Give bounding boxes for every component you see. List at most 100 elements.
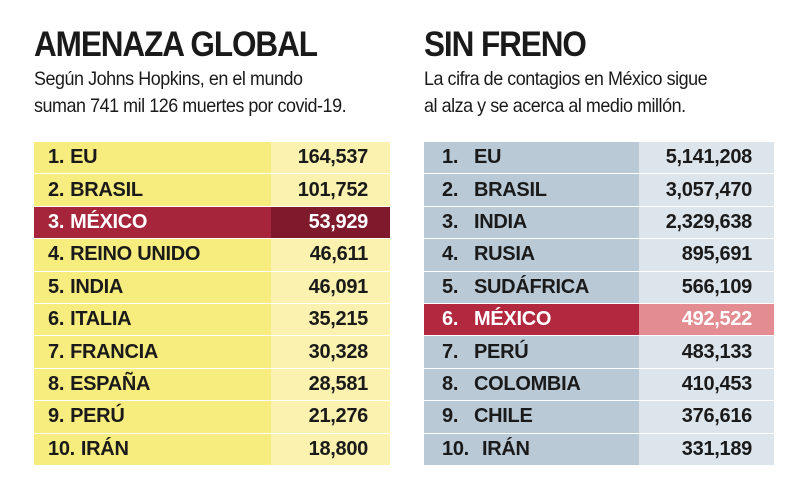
country-cell: 5. INDIA xyxy=(34,271,271,303)
rank-label: 3. xyxy=(442,210,459,233)
rank-label: 3. xyxy=(48,210,65,233)
country-label: PERÚ xyxy=(474,340,529,363)
value-cell: 3,057,470 xyxy=(639,174,774,206)
table-row: 10. IRÁN 18,800 xyxy=(34,433,390,466)
table-row: 7. FRANCIA 30,328 xyxy=(34,336,390,369)
country-label: BRASIL xyxy=(70,178,143,201)
rank-label: 2. xyxy=(442,178,459,201)
country-cell: 4. RUSIA xyxy=(424,239,639,271)
rank-label: 1. xyxy=(442,146,459,169)
table-row: 3. INDIA 2,329,638 xyxy=(424,206,774,240)
country-cell: 10. IRÁN xyxy=(424,433,639,465)
value-cell: 101,752 xyxy=(271,174,390,206)
rank-label: 5. xyxy=(442,275,459,298)
value-cell: 5,141,208 xyxy=(639,142,774,174)
country-label: ITALIA xyxy=(70,308,132,331)
table-row: 6. MÉXICO 492,522 xyxy=(424,303,774,337)
rank-label: 6. xyxy=(442,308,459,331)
rank-label: 8. xyxy=(442,372,459,395)
country-label: SUDÁFRICA xyxy=(474,275,590,298)
country-label: MÉXICO xyxy=(474,308,552,331)
country-cell: 10. IRÁN xyxy=(34,433,271,465)
rank-label: 10. xyxy=(48,437,75,460)
table-row: 5. SUDÁFRICA 566,109 xyxy=(424,271,774,304)
country-label: IRÁN xyxy=(482,437,530,460)
country-label: INDIA xyxy=(474,210,527,233)
table-row: 4. REINO UNIDO 46,611 xyxy=(34,239,390,272)
value-cell: 376,616 xyxy=(639,401,774,433)
country-label: IRÁN xyxy=(80,437,129,460)
table-row: 7. PERÚ 483,133 xyxy=(424,336,774,369)
value-cell: 492,522 xyxy=(639,303,774,336)
country-cell: 6. MÉXICO xyxy=(424,303,639,336)
value-cell: 46,091 xyxy=(271,271,390,303)
rank-label: 10. xyxy=(442,437,469,460)
value-cell: 46,611 xyxy=(271,239,390,271)
country-cell: 7. FRANCIA xyxy=(34,336,271,368)
country-cell: 8. ESPAÑA xyxy=(34,368,271,401)
cases-table: 1. EU 5,141,208 2. BRASIL 3,057,470 3. INDIA 2,3… xyxy=(424,142,774,466)
value-cell: 28,581 xyxy=(271,368,390,401)
table-row: 9. PERÚ 21,276 xyxy=(34,401,390,434)
rank-label: 2. xyxy=(48,178,65,201)
country-cell: 6. ITALIA xyxy=(34,303,271,336)
country-label: EU xyxy=(474,146,502,169)
table-row: 4. RUSIA 895,691 xyxy=(424,239,774,272)
country-cell: 4. REINO UNIDO xyxy=(34,239,271,271)
rank-label: 7. xyxy=(442,340,459,363)
country-label: REINO UNIDO xyxy=(70,243,201,266)
value-cell: 164,537 xyxy=(271,142,390,174)
rank-label: 9. xyxy=(48,405,65,428)
country-cell: 2. BRASIL xyxy=(34,174,271,206)
table-row: 5. INDIA 46,091 xyxy=(34,271,390,304)
deaths-title: AMENAZA GLOBAL xyxy=(34,25,318,64)
table-row: 1. EU 5,141,208 xyxy=(424,142,774,175)
table-row: 2. BRASIL 101,752 xyxy=(34,174,390,207)
value-cell: 331,189 xyxy=(639,433,774,465)
cases-subtitle-line: al alza y se acerca al medio millón. xyxy=(424,95,686,117)
rank-label: 5. xyxy=(48,275,65,298)
country-cell: 1. EU xyxy=(34,142,271,174)
value-cell: 566,109 xyxy=(639,271,774,303)
deaths-subtitle-line: suman 741 mil 126 muertes por covid-19. xyxy=(34,95,347,117)
cases-subtitle: La cifra de contagios en México sigue al… xyxy=(424,66,708,120)
deaths-table: 1. EU 164,537 2. BRASIL 101,752 3. MÉXICO 53,929… xyxy=(34,142,390,466)
country-label: EU xyxy=(70,146,98,169)
table-row: 6. ITALIA 35,215 xyxy=(34,303,390,337)
value-cell: 18,800 xyxy=(271,433,390,465)
table-row: 10. IRÁN 331,189 xyxy=(424,433,774,466)
rank-label: 1. xyxy=(48,146,65,169)
table-row: 2. BRASIL 3,057,470 xyxy=(424,174,774,207)
country-label: CHILE xyxy=(474,405,533,428)
rank-label: 4. xyxy=(442,243,459,266)
rank-label: 4. xyxy=(48,243,65,266)
table-row: 8. COLOMBIA 410,453 xyxy=(424,368,774,402)
deaths-subtitle: Según Johns Hopkins, en el mundo suman 7… xyxy=(34,66,347,120)
country-label: INDIA xyxy=(70,275,124,298)
country-cell: 3. MÉXICO xyxy=(34,206,271,239)
country-cell: 7. PERÚ xyxy=(424,336,639,368)
rank-label: 6. xyxy=(48,308,65,331)
value-cell: 895,691 xyxy=(639,239,774,271)
country-label: MÉXICO xyxy=(70,210,148,233)
value-cell: 410,453 xyxy=(639,368,774,401)
cases-subtitle-line: La cifra de contagios en México sigue xyxy=(424,68,708,90)
table-row: 9. CHILE 376,616 xyxy=(424,401,774,434)
rank-label: 8. xyxy=(48,372,65,395)
value-cell: 2,329,638 xyxy=(639,206,774,239)
value-cell: 21,276 xyxy=(271,401,390,433)
country-cell: 9. CHILE xyxy=(424,401,639,433)
country-label: COLOMBIA xyxy=(474,372,581,395)
country-cell: 2. BRASIL xyxy=(424,174,639,206)
table-row: 8. ESPAÑA 28,581 xyxy=(34,368,390,402)
value-cell: 30,328 xyxy=(271,336,390,368)
rank-label: 9. xyxy=(442,405,459,428)
cases-title: SIN FRENO xyxy=(424,25,587,64)
country-label: FRANCIA xyxy=(70,340,158,363)
country-label: PERÚ xyxy=(70,405,125,428)
rank-label: 7. xyxy=(48,340,65,363)
table-row: 3. MÉXICO 53,929 xyxy=(34,206,390,240)
country-cell: 5. SUDÁFRICA xyxy=(424,271,639,303)
value-cell: 53,929 xyxy=(271,206,390,239)
country-label: RUSIA xyxy=(474,243,535,266)
